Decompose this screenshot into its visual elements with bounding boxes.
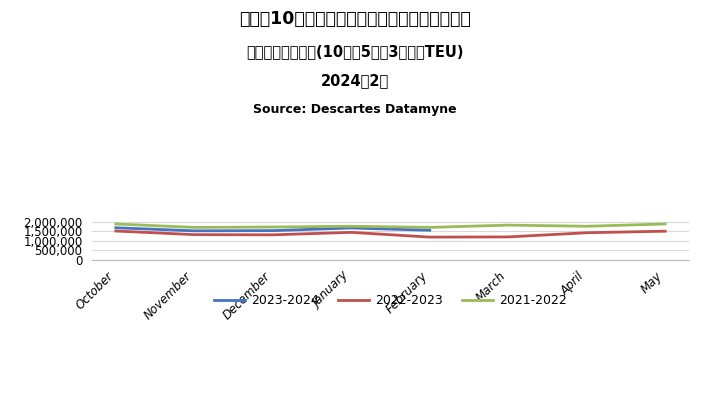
Text: アジア10カ国・地域発米国向けコンテナ荷動き: アジア10カ国・地域発米国向けコンテナ荷動き xyxy=(239,10,471,28)
2022-2023 xyxy=(347,230,356,235)
2022-2023 xyxy=(268,232,277,237)
2022-2023 xyxy=(190,232,199,237)
2021-2022 xyxy=(347,224,356,229)
Text: 2024年2月: 2024年2月 xyxy=(321,73,389,88)
2023-2024 xyxy=(111,225,120,230)
2021-2022 xyxy=(582,224,591,229)
2021-2022 xyxy=(111,222,120,227)
2022-2023 xyxy=(425,235,434,240)
2021-2022 xyxy=(504,222,513,228)
Line: 2023-2024: 2023-2024 xyxy=(116,228,430,231)
2022-2023 xyxy=(504,234,513,239)
Line: 2021-2022: 2021-2022 xyxy=(116,224,665,228)
2023-2024 xyxy=(268,228,277,233)
Text: Source: Descartes Datamyne: Source: Descartes Datamyne xyxy=(253,103,457,116)
Text: 月次トレンド比較(10月～5月・3年間・TEU): 月次トレンド比較(10月～5月・3年間・TEU) xyxy=(246,44,464,59)
Line: 2022-2023: 2022-2023 xyxy=(116,231,665,237)
2022-2023 xyxy=(111,228,120,233)
Legend: 2023-2024, 2022-2023, 2021-2022: 2023-2024, 2022-2023, 2021-2022 xyxy=(209,289,572,312)
2021-2022 xyxy=(661,222,670,227)
2023-2024 xyxy=(347,225,356,230)
2021-2022 xyxy=(190,225,199,230)
2023-2024 xyxy=(425,228,434,233)
2022-2023 xyxy=(661,229,670,234)
2023-2024 xyxy=(190,228,199,233)
2022-2023 xyxy=(582,230,591,235)
2021-2022 xyxy=(268,225,277,230)
2021-2022 xyxy=(425,225,434,230)
